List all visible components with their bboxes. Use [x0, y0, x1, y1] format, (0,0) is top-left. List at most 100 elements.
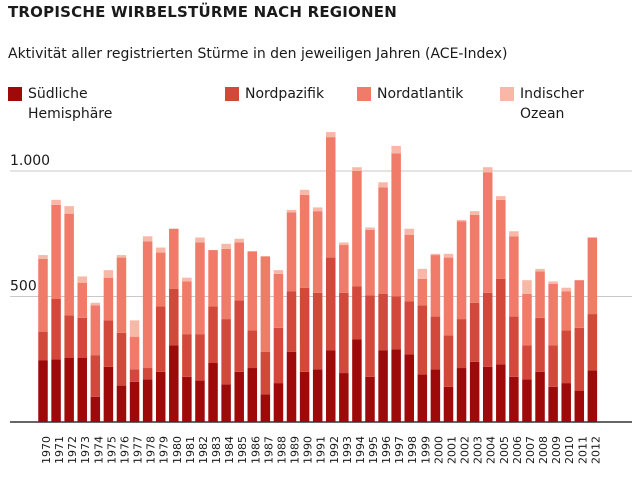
- bar-segment: [482, 292, 493, 367]
- x-tick-label: 1995: [367, 436, 380, 464]
- bar-segment: [496, 278, 506, 365]
- bar-segment: [299, 371, 310, 422]
- bar-segment: [312, 211, 323, 293]
- bar-segment: [443, 257, 454, 336]
- bar-segment: [326, 132, 336, 138]
- bar-segment: [469, 302, 480, 362]
- bar-segment: [417, 305, 428, 375]
- bar-segment: [352, 167, 362, 172]
- x-tick-label: 1979: [158, 436, 171, 464]
- chart-subtitle: Aktivität aller registrierten Stürme in …: [8, 46, 508, 62]
- x-tick-label: 1970: [40, 436, 53, 464]
- bar-segment: [155, 247, 166, 253]
- bar-segment: [456, 219, 467, 222]
- bar-segment: [142, 368, 153, 380]
- bar-segment: [116, 332, 127, 386]
- bar-segment: [522, 379, 532, 422]
- x-tick-label: 1997: [393, 436, 406, 464]
- bar-segment: [587, 314, 598, 371]
- bar-segment: [234, 242, 244, 301]
- bar-segment: [273, 383, 284, 423]
- bar-segment: [339, 242, 349, 246]
- bar-segment: [561, 330, 571, 384]
- bar-segment: [182, 281, 192, 335]
- bar-segment: [103, 366, 114, 422]
- x-tick-label: 1999: [419, 436, 432, 464]
- bar-segment: [365, 295, 375, 377]
- bar-segment: [587, 370, 598, 422]
- bar-segment: [456, 368, 467, 422]
- bar-segment: [469, 214, 480, 303]
- bar-segment: [38, 258, 48, 332]
- bar-segment: [260, 394, 271, 422]
- x-tick-label: 1977: [132, 436, 145, 464]
- bar-segment: [90, 396, 101, 422]
- bar-segment: [169, 228, 179, 289]
- bar-segment: [496, 364, 506, 422]
- bar-segment: [90, 355, 101, 397]
- bar-segment: [352, 171, 362, 287]
- bar-segment: [482, 366, 493, 422]
- bar-segment: [509, 316, 519, 377]
- bar-segment: [391, 145, 401, 154]
- bar-segment: [365, 376, 375, 422]
- x-tick-label: 1992: [328, 436, 341, 464]
- bar-segment: [548, 281, 558, 284]
- x-tick-label: 2001: [445, 436, 458, 464]
- bar-segment: [182, 334, 192, 377]
- x-tick-label: 1975: [105, 436, 118, 464]
- bar-segment: [522, 280, 532, 294]
- x-tick-label: 2006: [511, 436, 524, 464]
- legend-swatch: [8, 87, 22, 101]
- bar-segment: [38, 331, 48, 361]
- legend-label: Indischer Ozean: [520, 86, 585, 122]
- bar-segment: [247, 251, 258, 331]
- bar-segment: [286, 209, 297, 213]
- x-tick-label: 1971: [53, 436, 66, 464]
- bar-segment: [378, 187, 388, 294]
- x-tick-label: 1973: [79, 436, 92, 464]
- bar-segment: [64, 315, 74, 358]
- bar-segment: [77, 276, 87, 283]
- bar-segment: [496, 199, 506, 279]
- x-tick-label: 1978: [145, 436, 158, 464]
- bar-segment: [51, 299, 61, 360]
- bar-segment: [352, 286, 362, 340]
- bar-segment: [574, 327, 585, 391]
- x-tick-label: 1985: [236, 436, 249, 464]
- bar-segment: [155, 306, 166, 372]
- bar-segment: [404, 228, 414, 236]
- bar-segment: [482, 167, 493, 173]
- x-tick-label: 2008: [537, 436, 550, 464]
- bar-segment: [339, 245, 349, 293]
- legend-swatch: [225, 87, 239, 101]
- bar-segment: [116, 255, 127, 258]
- x-tick-label: 1982: [197, 436, 210, 464]
- bar-segment: [417, 268, 428, 279]
- x-tick-label: 1993: [341, 436, 354, 464]
- x-tick-label: 2009: [550, 436, 563, 464]
- x-tick-label: 1998: [406, 436, 419, 464]
- x-tick-label: 1994: [354, 436, 367, 464]
- bar-segment: [247, 368, 258, 422]
- bar-segment: [103, 277, 114, 321]
- bar-segment: [404, 301, 414, 355]
- bar-segment: [103, 320, 114, 367]
- bar-segment: [378, 293, 388, 351]
- bar-segment: [299, 189, 310, 195]
- x-tick-label: 2002: [459, 436, 472, 464]
- bar-segment: [339, 373, 349, 423]
- x-tick-label: 2010: [563, 436, 576, 464]
- legend-swatch: [500, 87, 514, 101]
- bar-segment: [391, 349, 401, 422]
- x-tick-label: 1980: [171, 436, 184, 464]
- x-tick-label: 1990: [302, 436, 315, 464]
- bar-segment: [129, 320, 140, 337]
- bar-segment: [509, 236, 519, 317]
- bar-segment: [208, 250, 218, 307]
- bar-segment: [509, 376, 519, 422]
- bar-segment: [169, 345, 179, 422]
- bar-segment: [561, 287, 571, 292]
- x-tick-label: 1988: [275, 436, 288, 464]
- bar-segment: [234, 238, 244, 243]
